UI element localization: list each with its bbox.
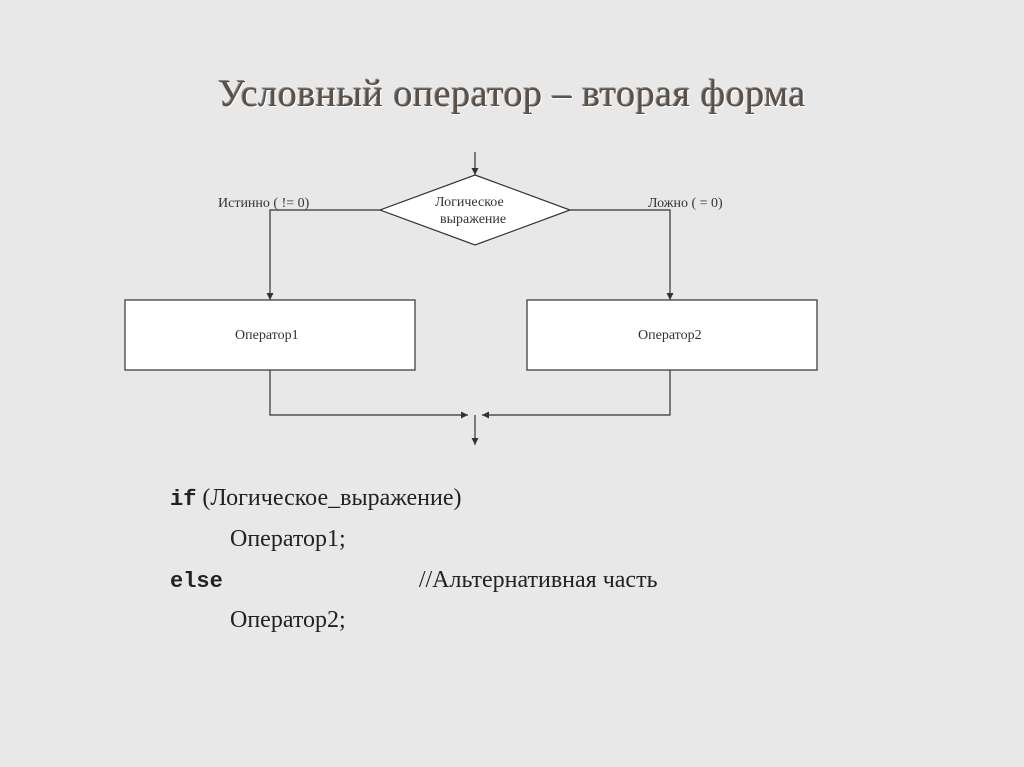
decision-text-1: Логическое: [435, 195, 504, 211]
code-block: if (Логическое_выражение) Оператор1; els…: [170, 478, 658, 641]
code-comment: //Альтернативная часть: [419, 560, 658, 601]
code-line-3: else //Альтернативная часть: [170, 560, 658, 601]
kw-else: else: [170, 569, 223, 594]
code-line-2: Оператор1;: [170, 519, 658, 560]
left-branch: [270, 210, 380, 300]
flowchart-svg: [0, 0, 1024, 767]
merge-right: [482, 370, 670, 415]
true-label: Истинно ( != 0): [218, 196, 309, 212]
false-label: Ложно ( = 0): [648, 196, 723, 212]
decision-text-2: выражение: [440, 212, 506, 228]
code-line-4: Оператор2;: [170, 600, 658, 641]
merge-left: [270, 370, 468, 415]
code-condition: (Логическое_выражение): [202, 485, 461, 511]
code-line-1: if (Логическое_выражение): [170, 478, 658, 519]
operator2-text: Оператор2: [638, 328, 702, 344]
right-branch: [570, 210, 670, 300]
kw-if: if: [170, 487, 196, 512]
operator1-text: Оператор1: [235, 328, 299, 344]
